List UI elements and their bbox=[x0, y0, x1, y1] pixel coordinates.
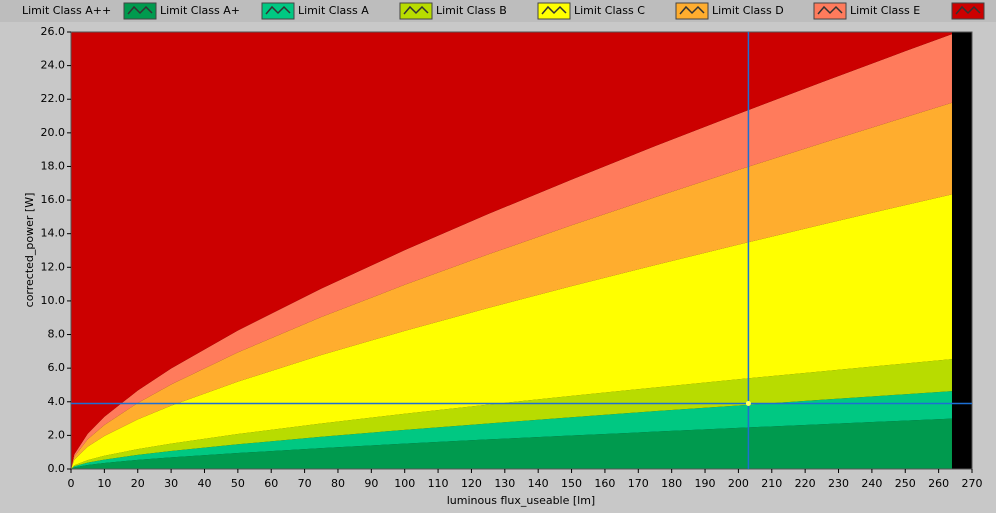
legend-label: Limit Class C bbox=[574, 4, 645, 17]
area bbox=[71, 418, 952, 469]
area bbox=[71, 194, 952, 469]
x-tick-label: 90 bbox=[364, 477, 378, 490]
legend-label: Limit Class B bbox=[436, 4, 507, 17]
y-tick-label: 2.0 bbox=[48, 428, 66, 441]
legend-glyph bbox=[265, 5, 291, 15]
x-tick-label: 240 bbox=[861, 477, 882, 490]
y-tick-label: 20.0 bbox=[41, 126, 66, 139]
legend-glyph bbox=[955, 5, 981, 15]
legend-swatch bbox=[123, 2, 157, 20]
y-tick-label: 8.0 bbox=[48, 328, 66, 341]
legend-swatch bbox=[537, 2, 571, 20]
plot-area bbox=[71, 32, 972, 469]
x-tick-label: 60 bbox=[264, 477, 278, 490]
y-tick-label: 26.0 bbox=[41, 25, 66, 38]
x-tick-label: 220 bbox=[795, 477, 816, 490]
x-tick-label: 270 bbox=[962, 477, 983, 490]
legend-glyph bbox=[541, 5, 567, 15]
legend-label: Limit Class A++ bbox=[22, 4, 111, 17]
legend-label: Limit Class A+ bbox=[160, 4, 240, 17]
x-tick-label: 110 bbox=[428, 477, 449, 490]
area bbox=[71, 102, 952, 469]
legend-glyph bbox=[679, 5, 705, 15]
legend-label: Limit Class A bbox=[298, 4, 369, 17]
y-tick-label: 22.0 bbox=[41, 92, 66, 105]
legend-bar bbox=[0, 0, 996, 22]
x-tick-label: 70 bbox=[298, 477, 312, 490]
x-tick-label: 260 bbox=[928, 477, 949, 490]
x-tick-label: 170 bbox=[628, 477, 649, 490]
area bbox=[71, 34, 952, 469]
legend-swatch bbox=[951, 2, 985, 20]
x-tick-label: 10 bbox=[97, 477, 111, 490]
limit-line bbox=[71, 32, 446, 469]
legend-glyph bbox=[817, 5, 843, 15]
y-tick-label: 4.0 bbox=[48, 395, 66, 408]
legend-swatch bbox=[399, 2, 433, 20]
legend-swatch bbox=[261, 2, 295, 20]
y-tick-label: 16.0 bbox=[41, 193, 66, 206]
x-tick-label: 40 bbox=[197, 477, 211, 490]
legend-label: Limit Class E bbox=[850, 4, 920, 17]
x-tick-label: 230 bbox=[828, 477, 849, 490]
x-tick-label: 0 bbox=[68, 477, 75, 490]
legend-swatch bbox=[675, 2, 709, 20]
y-tick-label: 24.0 bbox=[41, 59, 66, 72]
y-tick-label: 0.0 bbox=[48, 462, 66, 475]
x-tick-label: 210 bbox=[761, 477, 782, 490]
x-tick-label: 50 bbox=[231, 477, 245, 490]
legend-glyph bbox=[403, 5, 429, 15]
area bbox=[71, 359, 952, 469]
x-tick-label: 160 bbox=[594, 477, 615, 490]
legend-glyph bbox=[127, 5, 153, 15]
area bbox=[71, 391, 952, 469]
y-tick-label: 12.0 bbox=[41, 260, 66, 273]
x-tick-label: 20 bbox=[131, 477, 145, 490]
x-tick-label: 130 bbox=[494, 477, 515, 490]
y-tick-label: 18.0 bbox=[41, 159, 66, 172]
x-axis-label: luminous flux_useable [lm] bbox=[447, 494, 595, 507]
x-tick-label: 180 bbox=[661, 477, 682, 490]
x-tick-label: 250 bbox=[895, 477, 916, 490]
legend-swatch bbox=[813, 2, 847, 20]
y-axis-label: corrected_power [W] bbox=[23, 193, 36, 308]
cursor-point bbox=[745, 400, 751, 406]
x-tick-label: 190 bbox=[695, 477, 716, 490]
legend-label: Limit Class D bbox=[712, 4, 784, 17]
area-fill bbox=[71, 32, 952, 469]
x-tick-label: 100 bbox=[394, 477, 415, 490]
y-tick-label: 10.0 bbox=[41, 294, 66, 307]
y-tick-label: 14.0 bbox=[41, 227, 66, 240]
x-tick-label: 120 bbox=[461, 477, 482, 490]
x-tick-label: 200 bbox=[728, 477, 749, 490]
x-tick-label: 80 bbox=[331, 477, 345, 490]
x-tick-label: 30 bbox=[164, 477, 178, 490]
x-tick-label: 140 bbox=[528, 477, 549, 490]
plot-frame bbox=[70, 31, 973, 470]
y-tick-label: 6.0 bbox=[48, 361, 66, 374]
x-tick-label: 150 bbox=[561, 477, 582, 490]
